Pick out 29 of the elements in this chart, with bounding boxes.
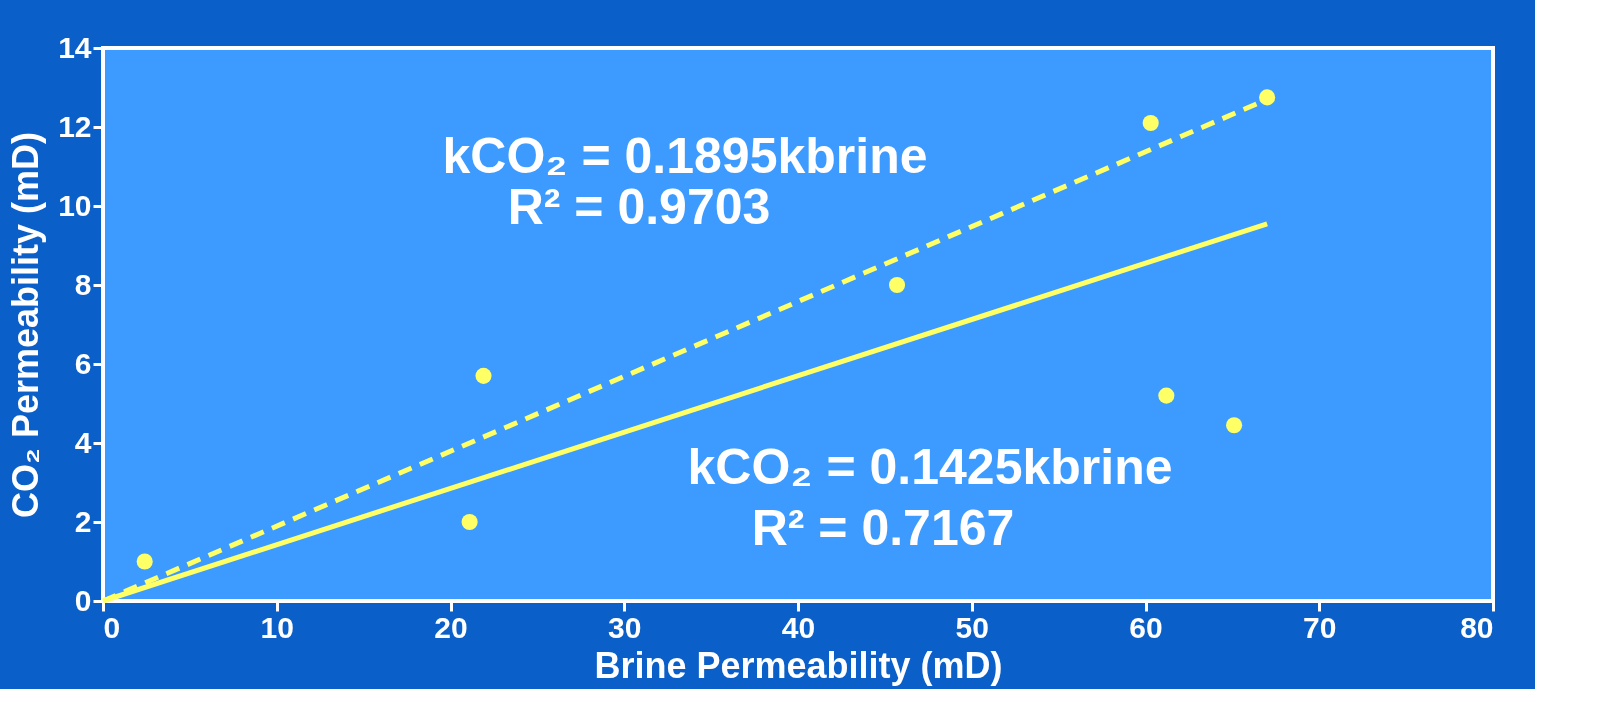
point (1158, 387, 1175, 404)
point (888, 276, 906, 294)
point (461, 513, 478, 531)
x-tick-label: 30 (608, 610, 642, 644)
y-tick-label: 12 (58, 109, 92, 143)
point (1259, 89, 1276, 106)
y-tick-label: 0 (74, 583, 92, 617)
x-tick-label: 40 (781, 610, 816, 644)
x-tick-label: 60 (1129, 610, 1163, 644)
y-tick-label: 2 (74, 504, 92, 538)
x-tick-label: 20 (434, 610, 468, 644)
x-tick-label: 50 (955, 610, 989, 644)
annotation: R² = 0.7167 (751, 500, 1015, 556)
y-axis-title: CO₂ Permeability (mD) (5, 131, 47, 519)
x-axis-title: Brine Permeability (mD) (594, 644, 1003, 686)
x-tick-label: 80 (1460, 610, 1494, 644)
point (136, 553, 153, 570)
y-tick-label: 6 (74, 346, 92, 380)
y-tick-label: 14 (58, 30, 92, 64)
x-tick-label: 70 (1303, 610, 1337, 644)
point (475, 367, 492, 384)
point (1142, 115, 1159, 132)
x-tick-label: 10 (260, 610, 294, 644)
y-tick-label: 8 (74, 267, 92, 301)
y-tick-label: 4 (74, 425, 92, 459)
point (1226, 417, 1243, 434)
annotation: kCO₂ = 0.1425kbrine (687, 439, 1173, 495)
x-tick-label: 0 (103, 610, 121, 644)
y-tick-label: 10 (58, 188, 92, 222)
